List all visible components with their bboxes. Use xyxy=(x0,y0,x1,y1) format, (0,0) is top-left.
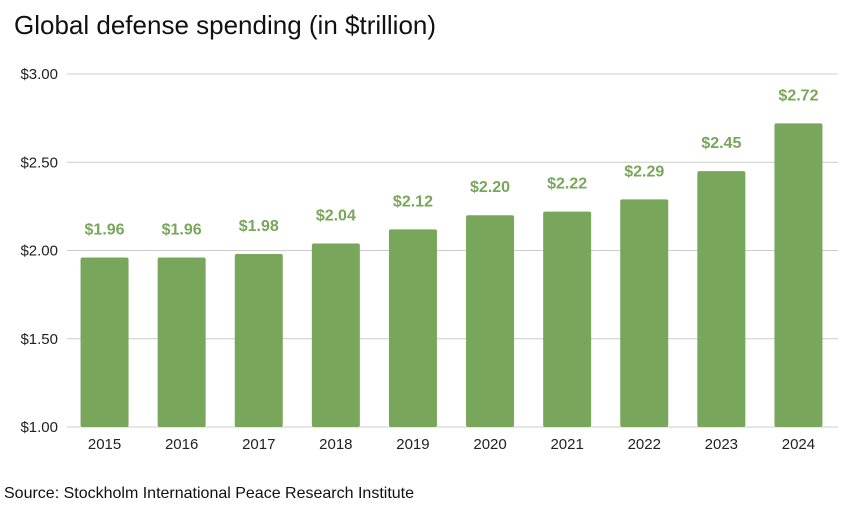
bar xyxy=(697,171,746,427)
bar xyxy=(466,215,515,427)
bar xyxy=(311,243,360,427)
bar xyxy=(157,257,206,427)
chart-title: Global defense spending (in $trillion) xyxy=(14,10,437,40)
x-tick-label: 2023 xyxy=(705,436,738,453)
y-tick-label: $2.00 xyxy=(20,243,58,260)
bar xyxy=(774,123,823,428)
x-tick-label: 2017 xyxy=(242,436,275,453)
data-label: $2.04 xyxy=(316,207,356,224)
y-tick-label: $1.00 xyxy=(20,419,58,436)
x-tick-label: 2024 xyxy=(782,436,815,453)
x-tick-label: 2022 xyxy=(628,436,661,453)
data-label: $2.20 xyxy=(470,179,510,196)
data-label: $2.45 xyxy=(701,135,741,152)
x-tick-label: 2021 xyxy=(550,436,583,453)
y-tick-label: $2.50 xyxy=(20,154,58,171)
data-label: $2.12 xyxy=(393,193,433,210)
data-label: $2.29 xyxy=(624,163,664,180)
data-label: $1.98 xyxy=(239,218,279,235)
bar xyxy=(543,211,592,427)
x-tick-label: 2018 xyxy=(319,436,352,453)
x-tick-label: 2020 xyxy=(473,436,506,453)
data-label: $2.72 xyxy=(778,87,818,104)
bar xyxy=(80,257,129,427)
data-label: $1.96 xyxy=(85,222,125,239)
data-label: $1.96 xyxy=(162,222,202,239)
bar xyxy=(234,254,283,427)
x-tick-label: 2019 xyxy=(396,436,429,453)
bar xyxy=(620,199,669,427)
y-tick-label: $1.50 xyxy=(20,331,58,348)
data-label: $2.22 xyxy=(547,176,587,193)
y-tick-label: $3.00 xyxy=(20,66,58,83)
bar xyxy=(388,229,437,427)
source-note: Source: Stockholm International Peace Re… xyxy=(4,485,414,502)
x-tick-label: 2015 xyxy=(88,436,121,453)
x-tick-label: 2016 xyxy=(165,436,198,453)
